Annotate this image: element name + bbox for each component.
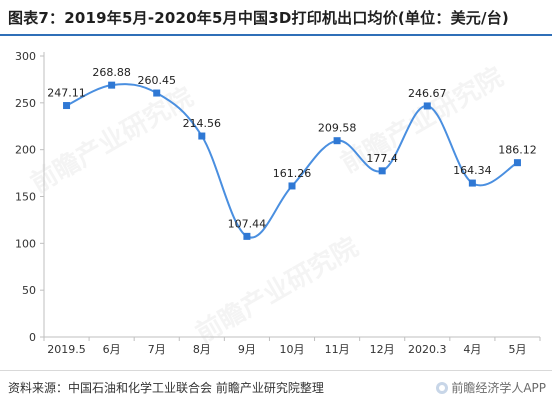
brand-logo-icon <box>436 381 449 394</box>
y-tick-label: 50 <box>22 284 36 297</box>
brand-name: 前瞻经济学人APP <box>451 381 546 395</box>
line-chart: 0 50 100 150 200 250 300 2019.5 6月 7月 8月 9月 10月 11月 1… <box>15 50 541 356</box>
chart-title: 图表7：2019年5月-2020年5月中国3D打印机出口均价(单位：美元/台) <box>8 9 509 27</box>
footer: 资料来源：中国石油和化学工业联合会 前瞻产业研究院整理 前瞻经济学人APP <box>0 370 552 407</box>
data-point <box>378 167 386 175</box>
x-tick-label: 8月 <box>193 343 211 356</box>
data-label: 209.58 <box>318 122 357 135</box>
data-label: 260.45 <box>137 74 176 87</box>
data-label: 268.88 <box>92 66 131 79</box>
source-note: 资料来源：中国石油和化学工业联合会 前瞻产业研究院整理 <box>8 381 324 395</box>
data-label: 214.56 <box>183 117 222 130</box>
y-tick-label: 100 <box>15 237 36 250</box>
data-label: 107.44 <box>228 217 267 230</box>
data-label: 246.67 <box>408 87 447 100</box>
data-point <box>288 182 296 190</box>
data-point <box>63 102 71 110</box>
x-tick-label: 4月 <box>463 343 481 356</box>
y-tick-label: 150 <box>15 191 36 204</box>
y-tick-label: 250 <box>15 97 36 110</box>
y-tick-label: 300 <box>15 50 36 63</box>
y-tick-label: 0 <box>29 331 36 344</box>
x-axis: 2019.5 6月 7月 8月 9月 10月 11月 12月 2020.3 4月 5月 <box>43 336 541 356</box>
x-tick-label: 11月 <box>325 343 350 356</box>
data-label: 186.12 <box>498 144 537 157</box>
data-point <box>513 159 521 167</box>
data-point <box>333 137 341 145</box>
x-tick-label: 6月 <box>103 343 121 356</box>
x-tick-label: 5月 <box>508 343 526 356</box>
data-point <box>468 179 476 187</box>
x-tick-label: 9月 <box>238 343 256 356</box>
brand: 前瞻经济学人APP <box>436 379 546 396</box>
y-tick-label: 200 <box>15 144 36 157</box>
data-point <box>198 132 206 140</box>
data-label: 161.26 <box>273 167 312 180</box>
x-tick-label: 2020.3 <box>408 343 447 356</box>
data-point <box>243 232 251 240</box>
title-bar: 图表7：2019年5月-2020年5月中国3D打印机出口均价(单位：美元/台) <box>0 0 552 36</box>
x-tick-label: 7月 <box>148 343 166 356</box>
data-point <box>153 89 161 97</box>
data-label: 177.4 <box>366 152 398 165</box>
data-label: 164.34 <box>453 164 492 177</box>
data-point <box>108 81 116 89</box>
y-axis: 0 50 100 150 200 250 300 <box>15 50 45 344</box>
data-label: 247.11 <box>47 87 86 100</box>
series-line <box>66 83 518 239</box>
series <box>63 81 521 240</box>
data-labels: 247.11 268.88 260.45 214.56 107.44 161.26 209.… <box>47 66 536 230</box>
x-tick-label: 2019.5 <box>47 343 86 356</box>
x-tick-label: 10月 <box>280 343 305 356</box>
data-point <box>423 102 431 110</box>
x-tick-label: 12月 <box>370 343 395 356</box>
